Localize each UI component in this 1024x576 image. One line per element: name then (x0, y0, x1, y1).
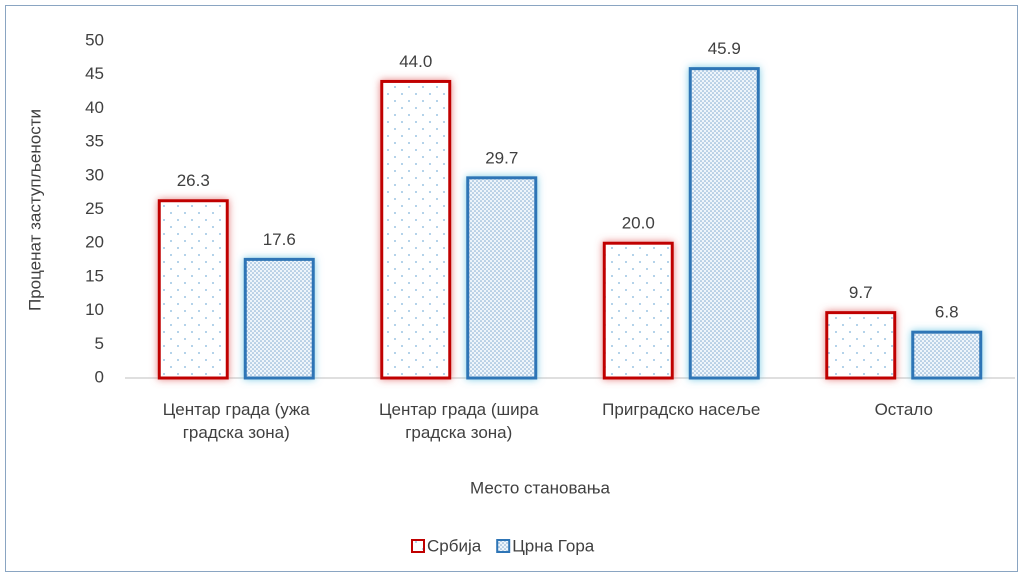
bar (602, 241, 674, 380)
x-tick-label: Приградско насеље (602, 400, 761, 419)
bar (688, 67, 760, 380)
frame (5, 5, 1018, 572)
data-label: 17.6 (263, 230, 296, 249)
data-label: 45.9 (708, 39, 741, 58)
legend-label: Србија (427, 536, 482, 555)
y-tick-label: 45 (85, 64, 104, 83)
x-tick-label: Центар града (ужа градска зона) (162, 400, 310, 442)
bar (911, 330, 983, 380)
y-tick-label: 15 (85, 266, 104, 285)
y-tick-label: 5 (95, 334, 104, 353)
data-label: 26.3 (177, 171, 210, 190)
y-tick-label: 0 (95, 367, 104, 386)
data-label: 44.0 (399, 52, 432, 71)
bar (243, 257, 315, 380)
y-tick-label: 50 (85, 30, 104, 49)
legend-label: Црна Гора (512, 536, 595, 555)
y-axis-label: Проценат заступљености (25, 109, 44, 311)
x-tick-label: Остало (874, 400, 933, 419)
legend-marker (411, 539, 425, 553)
bar (380, 79, 452, 380)
y-tick-label: 25 (85, 199, 104, 218)
data-label: 9.7 (849, 283, 873, 302)
data-label: 20.0 (622, 214, 655, 233)
legend-marker (496, 539, 511, 553)
bar (466, 176, 538, 380)
bar (825, 311, 897, 380)
y-tick-label: 20 (85, 233, 104, 252)
y-tick-label: 10 (85, 300, 104, 319)
y-tick-label: 40 (85, 98, 104, 117)
data-label: 29.7 (485, 148, 518, 167)
bar (157, 199, 229, 380)
data-label: 6.8 (935, 303, 959, 322)
x-tick-label: Центар града (шира градска зона) (378, 400, 539, 442)
x-axis-label: Место становања (470, 478, 611, 497)
y-tick-label: 35 (85, 132, 104, 151)
y-tick-label: 30 (85, 165, 104, 184)
